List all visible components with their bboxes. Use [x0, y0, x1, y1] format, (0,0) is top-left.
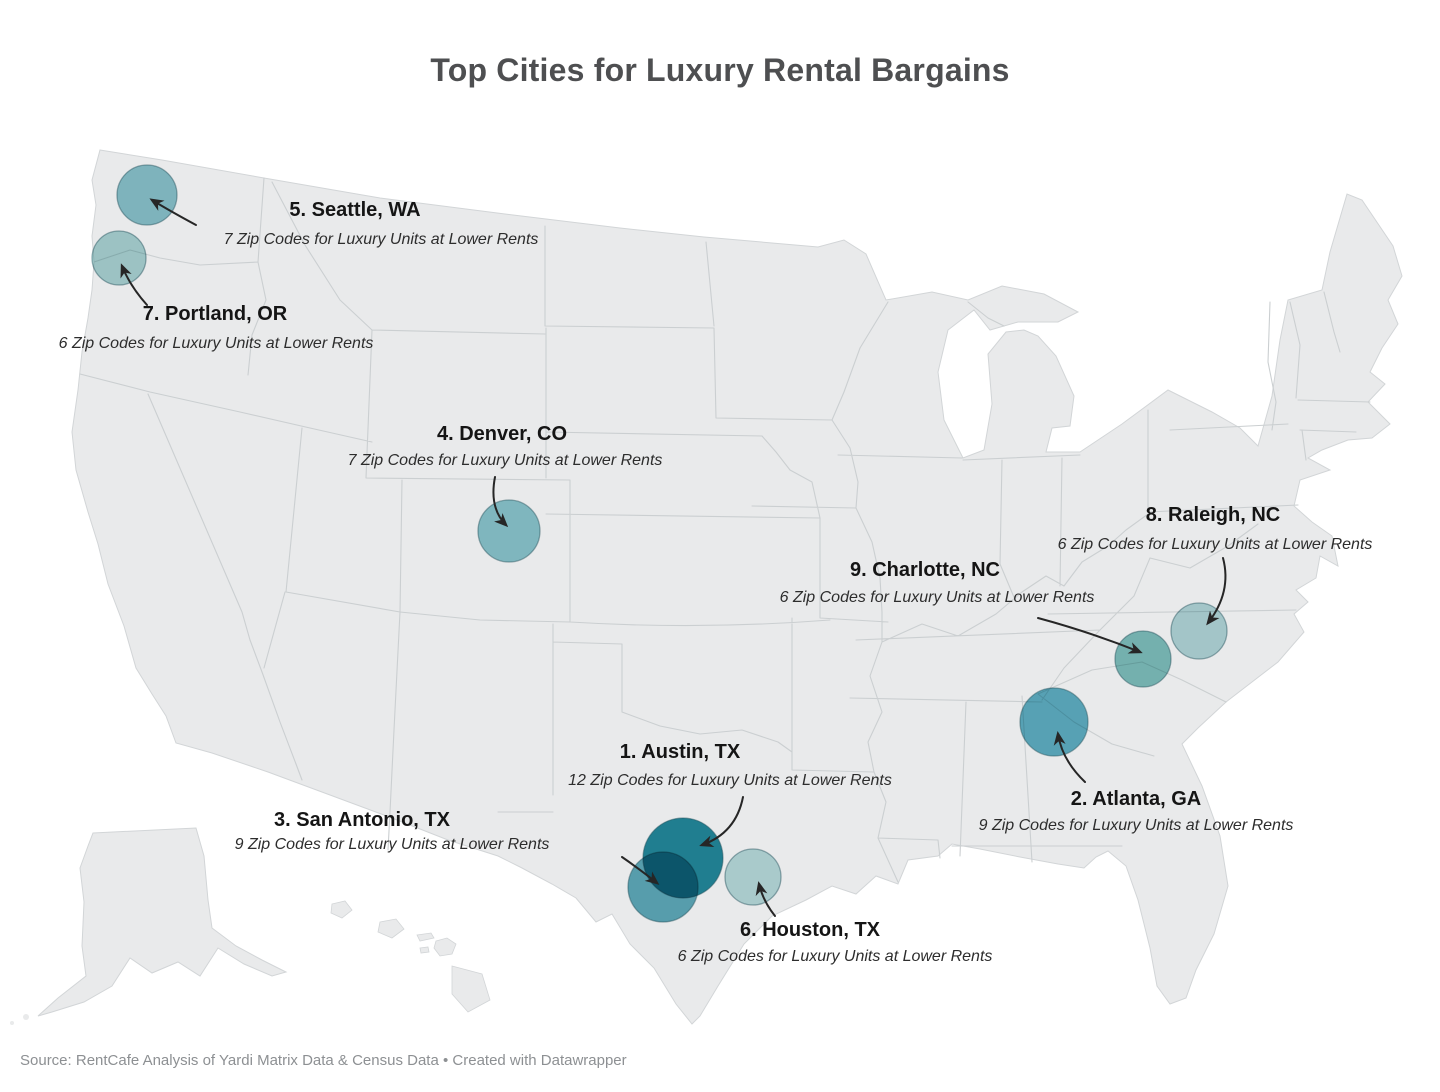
us-mainland-shape — [71, 149, 1403, 1025]
arrow-austin — [699, 796, 744, 847]
city-sublabel-raleigh: 6 Zip Codes for Luxury Units at Lower Re… — [1057, 536, 1373, 553]
bubble-portland[interactable] — [91, 230, 147, 286]
bubble-charlotte[interactable] — [1114, 630, 1172, 688]
bubble-denver[interactable] — [477, 499, 541, 563]
arrow-atlanta — [1053, 731, 1086, 783]
annotation-arrows — [120, 198, 1227, 917]
city-label-houston: 6. Houston, TX — [740, 919, 880, 941]
arrow-houston — [755, 881, 776, 917]
arrow-denver — [492, 476, 509, 528]
aleutian-island — [10, 1021, 14, 1025]
city-sublabel-seattle: 7 Zip Codes for Luxury Units at Lower Re… — [223, 231, 539, 248]
city-sublabel-atlanta: 9 Zip Codes for Luxury Units at Lower Re… — [978, 817, 1294, 834]
page-title: Top Cities for Luxury Rental Bargains — [430, 52, 1010, 88]
city-label-austin: 1. Austin, TX — [619, 741, 741, 763]
city-sublabel-houston: 6 Zip Codes for Luxury Units at Lower Re… — [677, 948, 993, 965]
city-label-atlanta: 2. Atlanta, GA — [1070, 788, 1202, 810]
city-label-portland: 7. Portland, OR — [142, 303, 288, 325]
hawaii-islands — [330, 900, 491, 1013]
bubble-houston[interactable] — [724, 848, 782, 906]
arrow-charlotte — [1037, 617, 1143, 654]
city-sublabel-austin: 12 Zip Codes for Luxury Units at Lower R… — [568, 772, 892, 789]
state-borders — [79, 177, 1371, 883]
bubble-raleigh[interactable] — [1170, 602, 1228, 660]
city-label-seattle: 5. Seattle, WA — [289, 199, 421, 221]
city-sublabel-denver: 7 Zip Codes for Luxury Units at Lower Re… — [347, 452, 663, 469]
city-sublabel-san-antonio: 9 Zip Codes for Luxury Units at Lower Re… — [234, 836, 550, 853]
city-label-raleigh: 8. Raleigh, NC — [1145, 504, 1281, 526]
bubble-san-antonio[interactable] — [627, 851, 699, 923]
bubble-atlanta[interactable] — [1019, 687, 1089, 757]
aleutian-island — [23, 1014, 29, 1020]
bubble-seattle[interactable] — [116, 164, 178, 226]
arrow-seattle — [149, 198, 197, 226]
arrow-san-antonio — [621, 856, 660, 885]
alaska-shape — [37, 827, 288, 1017]
city-sublabel-charlotte: 6 Zip Codes for Luxury Units at Lower Re… — [779, 589, 1095, 606]
arrow-portland — [120, 263, 148, 306]
arrow-raleigh — [1206, 557, 1227, 626]
city-label-charlotte: 9. Charlotte, NC — [849, 559, 1001, 581]
city-label-denver: 4. Denver, CO — [436, 423, 568, 445]
city-sublabel-portland: 6 Zip Codes for Luxury Units at Lower Re… — [58, 335, 374, 352]
city-label-san-antonio: 3. San Antonio, TX — [274, 809, 450, 831]
source-attribution: Source: RentCafe Analysis of Yardi Matri… — [20, 1052, 627, 1069]
